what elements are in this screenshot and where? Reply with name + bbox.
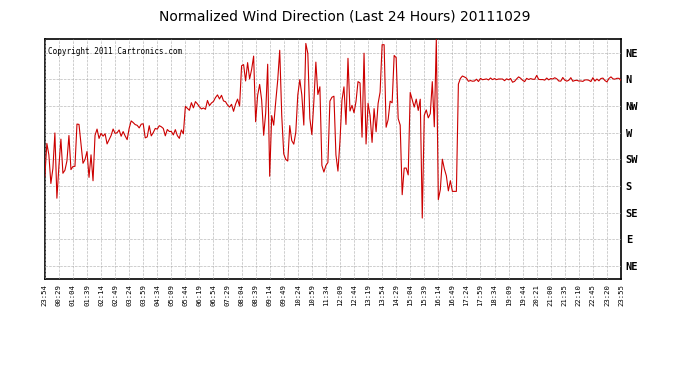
Text: Normalized Wind Direction (Last 24 Hours) 20111029: Normalized Wind Direction (Last 24 Hours…	[159, 9, 531, 23]
Text: Copyright 2011 Cartronics.com: Copyright 2011 Cartronics.com	[48, 46, 182, 56]
